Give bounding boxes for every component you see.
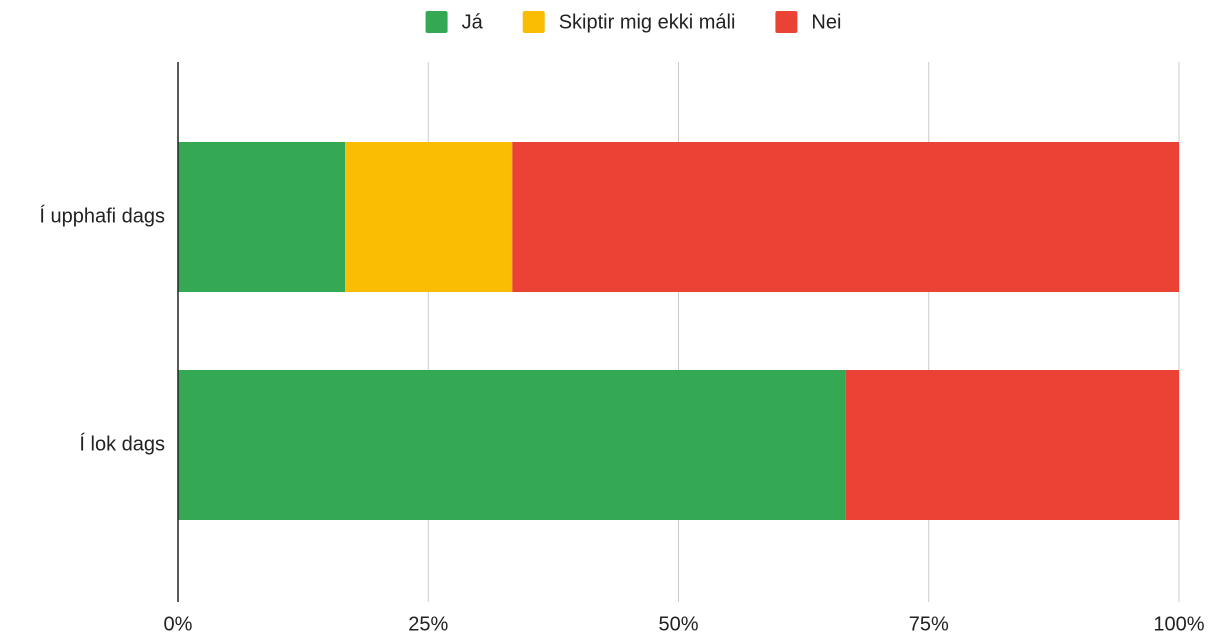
bar-segment (345, 142, 513, 292)
bar-segment (512, 142, 1179, 292)
bar-segment (845, 370, 1179, 520)
bar-segment (178, 370, 846, 520)
legend-label: Já (462, 11, 484, 33)
x-tick-label: 25% (408, 613, 448, 635)
bar-segment (178, 142, 346, 292)
x-tick-label: 75% (909, 613, 949, 635)
legend-swatch (522, 11, 545, 33)
legend-swatch (775, 11, 798, 33)
legend-swatch (425, 11, 448, 33)
legend-label: Nei (811, 11, 841, 33)
x-tick-label: 100% (1153, 613, 1204, 635)
x-tick-label: 0% (164, 613, 193, 635)
y-tick-label: Í lok dags (79, 432, 165, 455)
legend-label: Skiptir mig ekki máli (559, 11, 736, 33)
y-tick-label: Í upphafi dags (39, 204, 165, 227)
x-tick-label: 50% (658, 613, 698, 635)
